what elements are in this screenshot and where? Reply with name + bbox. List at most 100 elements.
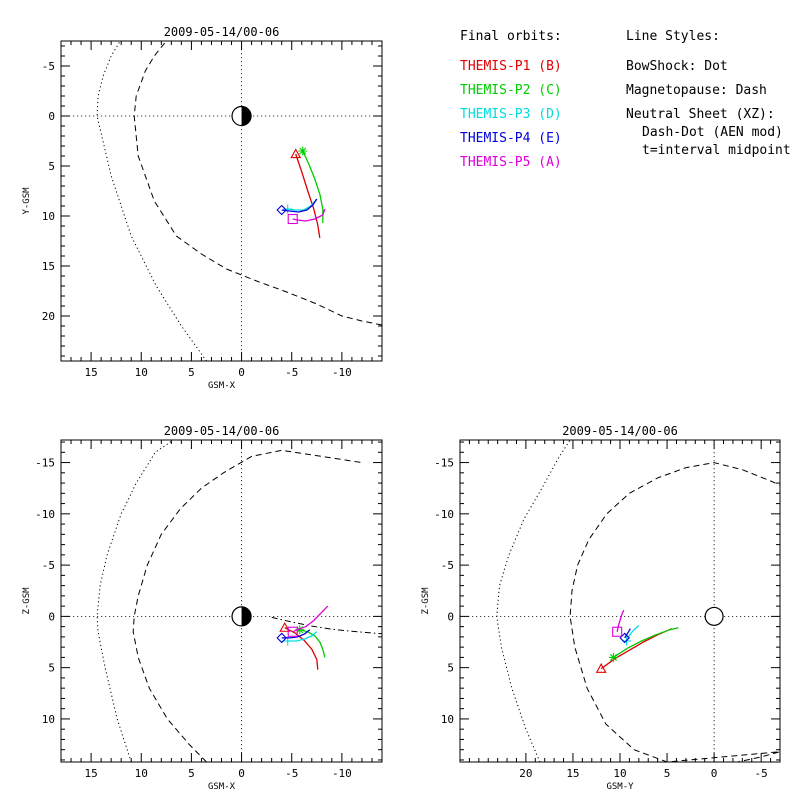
x-tick-label: 15 bbox=[84, 767, 97, 780]
plot-frame bbox=[459, 439, 781, 763]
y-tick-label: -10 bbox=[434, 508, 454, 521]
y-tick-label: -15 bbox=[434, 457, 454, 470]
x-tick-label: 5 bbox=[188, 366, 195, 379]
legend-style-neutral-sheet: Neutral Sheet (XZ): bbox=[626, 107, 775, 122]
earth-night-side bbox=[241, 106, 252, 126]
legend-entry-p5: THEMIS-P5 (A) bbox=[460, 155, 562, 170]
legend-orbits-title: Final orbits: bbox=[460, 29, 562, 44]
y-tick-label: -10 bbox=[35, 508, 55, 521]
legend-entry-p2: THEMIS-P2 (C) bbox=[460, 83, 562, 98]
magnetopause-curve bbox=[132, 449, 362, 762]
plot-frame bbox=[60, 40, 383, 362]
x-tick-label: 20 bbox=[519, 767, 532, 780]
y-tick-label: 10 bbox=[42, 210, 55, 223]
magnetopause-curve bbox=[569, 462, 780, 762]
legend-style-midpoint: t=interval midpoint bbox=[642, 143, 791, 158]
x-tick-label: -10 bbox=[332, 767, 352, 780]
y-tick-label: 5 bbox=[48, 160, 55, 173]
legend-style-dashdot: Dash-Dot (AEN mod) bbox=[642, 125, 783, 140]
legend: Final orbits: THEMIS-P1 (B) THEMIS-P2 (C… bbox=[460, 29, 791, 170]
x-axis-label: GSM-X bbox=[208, 782, 236, 792]
y-tick-label: -5 bbox=[441, 559, 454, 572]
panel-title: 2009-05-14/00-06 bbox=[164, 25, 280, 39]
legend-entry-p3: THEMIS-P3 (D) bbox=[460, 107, 562, 122]
themis-p1-b-start-marker bbox=[595, 663, 607, 673]
neutral-sheet-xz-curve bbox=[271, 616, 382, 635]
y-tick-label: -15 bbox=[35, 457, 55, 470]
x-tick-label: 10 bbox=[613, 767, 626, 780]
xy-panel: 15 10 5 0 -5 -10 -5 0 5 10 15 20 2009-05-14/00-06 GSM… bbox=[22, 25, 383, 391]
themis-p3-d-orbit-line bbox=[626, 625, 640, 642]
yz-panel: 20 15 10 5 0 -5 -15 -10 -5 0 5 10 2009-05-14/00-06 GS… bbox=[421, 424, 781, 792]
plot-area bbox=[96, 440, 382, 762]
y-tick-label: 0 bbox=[48, 110, 55, 123]
magnetopause-curve bbox=[133, 41, 382, 326]
x-tick-label: 5 bbox=[188, 767, 195, 780]
plot-area bbox=[96, 41, 382, 361]
bowshock-curve bbox=[96, 41, 207, 361]
y-tick-label: 15 bbox=[42, 260, 55, 273]
plot-frame bbox=[60, 439, 383, 763]
themis-p4-e-orbit-line bbox=[281, 629, 311, 639]
y-tick-label: 5 bbox=[48, 662, 55, 675]
themis-p5-a-start-marker bbox=[612, 626, 623, 637]
plot-area bbox=[496, 440, 780, 762]
earth-night-side bbox=[241, 606, 252, 626]
x-tick-label: -5 bbox=[755, 767, 768, 780]
earth-icon bbox=[704, 606, 724, 626]
y-tick-label: 20 bbox=[42, 310, 55, 323]
themis-p4-e-orbit-line bbox=[281, 198, 318, 213]
themis-p5-a-orbit-line bbox=[616, 609, 625, 632]
x-tick-label: 0 bbox=[238, 767, 245, 780]
x-tick-label: 15 bbox=[84, 366, 97, 379]
themis-p2-c-start-marker bbox=[295, 625, 305, 635]
themis-p1-b-orbit-line bbox=[295, 153, 321, 239]
y-tick-label: 10 bbox=[42, 713, 55, 726]
x-tick-label: -5 bbox=[285, 366, 298, 379]
x-axis-label: GSM-Y bbox=[606, 782, 634, 792]
y-tick-label: 0 bbox=[447, 610, 454, 623]
x-tick-label: 0 bbox=[238, 366, 245, 379]
x-tick-label: 15 bbox=[566, 767, 579, 780]
x-tick-label: -5 bbox=[285, 767, 298, 780]
panel-title: 2009-05-14/00-06 bbox=[562, 424, 678, 438]
x-tick-label: 0 bbox=[711, 767, 718, 780]
y-tick-label: -5 bbox=[42, 60, 55, 73]
themis-p3-d-orbit-line bbox=[287, 198, 318, 211]
bowshock-curve bbox=[496, 440, 571, 762]
legend-style-bowshock: BowShock: Dot bbox=[626, 59, 728, 74]
themis-p3-d-orbit-line bbox=[287, 631, 318, 642]
y-tick-label: 0 bbox=[48, 610, 55, 623]
y-axis-label: Z-GSM bbox=[421, 587, 431, 615]
y-axis-label: Z-GSM bbox=[22, 587, 32, 615]
legend-entry-p1: THEMIS-P1 (B) bbox=[460, 59, 562, 74]
themis-p1-b-start-marker bbox=[290, 148, 302, 159]
x-tick-label: 5 bbox=[664, 767, 671, 780]
y-tick-label: -5 bbox=[42, 559, 55, 572]
themis-p1-b-start-marker bbox=[279, 622, 291, 632]
y-tick-label: 5 bbox=[447, 662, 454, 675]
themis-p2-c-start-marker bbox=[608, 652, 618, 662]
themis-p4-e-start-marker bbox=[276, 204, 287, 216]
panel-title: 2009-05-14/00-06 bbox=[164, 424, 280, 438]
themis-p2-c-orbit-line bbox=[299, 629, 326, 658]
themis-p2-c-orbit-line bbox=[302, 150, 324, 223]
y-tick-label: 10 bbox=[441, 713, 454, 726]
themis-p4-e-orbit-line bbox=[624, 628, 631, 639]
y-axis-label: Y-GSM bbox=[22, 187, 32, 215]
x-axis-label: GSM-X bbox=[208, 381, 236, 391]
legend-styles-title: Line Styles: bbox=[626, 29, 720, 44]
xz-panel: 15 10 5 0 -5 -10 -15 -10 -5 0 5 10 2009-05-14/00-06 G… bbox=[22, 424, 383, 792]
themis-p2-c-start-marker bbox=[298, 146, 308, 156]
themis-p4-e-start-marker bbox=[276, 632, 287, 644]
legend-style-magnetopause: Magnetopause: Dash bbox=[626, 83, 767, 98]
legend-entry-p4: THEMIS-P4 (E) bbox=[460, 131, 562, 146]
themis-p5-a-start-marker bbox=[287, 626, 298, 637]
x-tick-label: 10 bbox=[135, 366, 148, 379]
themis-p1-b-orbit-line bbox=[600, 628, 673, 670]
x-tick-label: 10 bbox=[135, 767, 148, 780]
themis-p2-c-orbit-line bbox=[613, 627, 679, 658]
x-tick-label: -10 bbox=[332, 366, 352, 379]
themis-p5-a-start-marker bbox=[287, 213, 298, 225]
